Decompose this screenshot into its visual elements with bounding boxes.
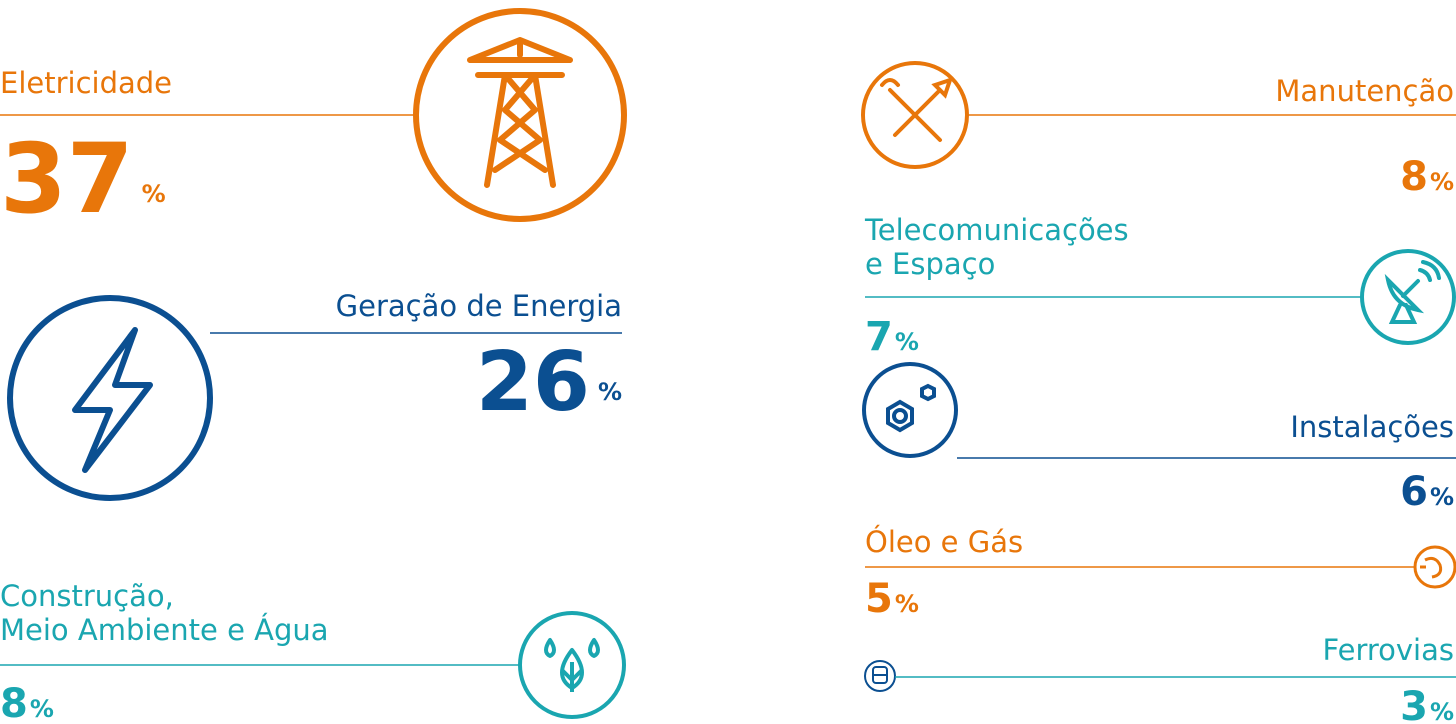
- tools-icon: [861, 61, 969, 169]
- item-percentage: 37%: [0, 123, 166, 235]
- item-label: Construção,: [0, 579, 174, 613]
- item-percentage: 6%: [1400, 469, 1454, 515]
- percentage-value: 5: [865, 576, 893, 622]
- pipe-icon: [1413, 545, 1456, 589]
- item-label: e Espaço: [865, 247, 995, 281]
- item-label: Telecomunicações: [864, 213, 1129, 247]
- train-icon: [864, 660, 896, 692]
- percentage-unit: %: [895, 590, 919, 618]
- item-percentage: 5%: [865, 576, 919, 622]
- item-percentage: 3%: [1400, 684, 1454, 724]
- item-label: Óleo e Gás: [865, 525, 1023, 559]
- percentage-unit: %: [142, 180, 166, 208]
- item-percentage: 8%: [0, 681, 54, 724]
- item-label: Ferrovias: [1323, 633, 1454, 667]
- water-icon: [518, 611, 626, 719]
- percentage-unit: %: [598, 378, 622, 406]
- item-label: Manutenção: [1275, 74, 1454, 108]
- percentage-unit: %: [895, 328, 919, 356]
- percentage-value: 26: [476, 335, 590, 430]
- satellite-icon: [1360, 249, 1456, 345]
- item-label: Eletricidade: [0, 66, 172, 100]
- percentage-value: 3: [1400, 684, 1428, 724]
- percentage-unit: %: [1430, 483, 1454, 511]
- percentage-value: 8: [0, 681, 28, 724]
- item-label: Instalações: [1290, 410, 1454, 444]
- item-percentage: 8%: [1400, 154, 1454, 200]
- item-percentage: 26%: [476, 335, 622, 430]
- percentage-unit: %: [1430, 698, 1454, 724]
- percentage-value: 7: [865, 314, 893, 360]
- percentage-value: 37: [0, 123, 134, 235]
- percentage-unit: %: [1430, 168, 1454, 196]
- item-label: Meio Ambiente e Água: [0, 613, 329, 647]
- percentage-value: 8: [1400, 154, 1428, 200]
- pylon-icon: [413, 8, 627, 222]
- lightning-icon: [7, 295, 213, 501]
- percentage-unit: %: [30, 695, 54, 723]
- nut-icon: [862, 362, 958, 458]
- item-label: Geração de Energia: [336, 289, 622, 323]
- item-percentage: 7%: [865, 314, 919, 360]
- percentage-value: 6: [1400, 469, 1428, 515]
